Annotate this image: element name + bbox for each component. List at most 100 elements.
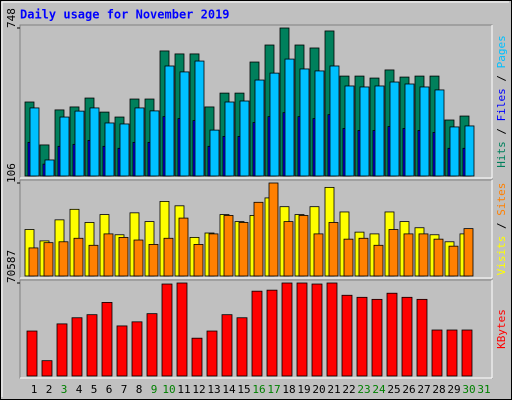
bar bbox=[131, 321, 143, 377]
x-tick-label: 22 bbox=[342, 383, 355, 396]
bar bbox=[236, 317, 248, 377]
bar bbox=[251, 290, 263, 377]
bar bbox=[358, 237, 369, 277]
bar bbox=[104, 122, 115, 177]
bar bbox=[178, 217, 189, 277]
bar bbox=[239, 100, 250, 177]
bar bbox=[206, 330, 218, 377]
bar bbox=[464, 125, 475, 177]
y-tick-label: 106 bbox=[5, 163, 18, 183]
bar bbox=[373, 244, 384, 277]
bar bbox=[401, 296, 413, 377]
bar bbox=[224, 101, 235, 177]
bar bbox=[29, 107, 40, 177]
y-tick-label: 70587 bbox=[5, 250, 18, 283]
bar bbox=[101, 302, 113, 377]
bar bbox=[208, 233, 219, 277]
bar bbox=[44, 159, 55, 177]
bar bbox=[388, 229, 399, 277]
bar bbox=[209, 129, 220, 177]
legend-separator: / bbox=[495, 68, 508, 88]
bar bbox=[223, 215, 234, 277]
bar bbox=[119, 123, 130, 177]
bar bbox=[253, 201, 264, 277]
bar bbox=[86, 314, 98, 377]
x-tick-label: 17 bbox=[267, 383, 280, 396]
bar bbox=[88, 244, 99, 277]
bar bbox=[343, 238, 354, 277]
bar bbox=[89, 107, 100, 177]
bar bbox=[26, 330, 38, 377]
bar bbox=[161, 283, 173, 377]
chart-title: Daily usage for November 2019 bbox=[20, 8, 230, 22]
legend: Visits / Sites bbox=[495, 183, 508, 276]
x-tick-label: 31 bbox=[477, 383, 490, 396]
x-tick-label: 21 bbox=[327, 383, 340, 396]
bar bbox=[221, 314, 233, 377]
bar bbox=[448, 245, 459, 277]
bar bbox=[268, 182, 279, 277]
x-tick-label: 12 bbox=[192, 383, 205, 396]
bar bbox=[58, 241, 69, 277]
legend-entry: KBytes bbox=[495, 309, 508, 349]
x-tick-label: 3 bbox=[61, 383, 68, 396]
x-tick-label: 5 bbox=[91, 383, 98, 396]
x-tick-label: 13 bbox=[207, 383, 220, 396]
bar bbox=[433, 238, 444, 277]
legend-entry: Sites bbox=[495, 183, 508, 216]
bar bbox=[314, 70, 325, 177]
x-tick-label: 11 bbox=[177, 383, 190, 396]
legend-entry: Visits bbox=[495, 236, 508, 276]
bar bbox=[296, 282, 308, 377]
x-tick-label: 14 bbox=[222, 383, 236, 396]
bar bbox=[59, 116, 70, 177]
x-tick-label: 15 bbox=[237, 383, 250, 396]
bar bbox=[164, 65, 175, 177]
bar bbox=[284, 58, 295, 177]
x-tick-label: 1 bbox=[31, 383, 38, 396]
x-tick-label: 16 bbox=[252, 383, 265, 396]
bar bbox=[148, 244, 159, 277]
bar bbox=[389, 81, 400, 177]
bar bbox=[434, 89, 445, 177]
bar bbox=[299, 68, 310, 177]
bar bbox=[311, 283, 323, 377]
bar bbox=[419, 86, 430, 177]
x-tick-label: 2 bbox=[46, 383, 53, 396]
bar bbox=[463, 228, 474, 277]
x-tick-label: 8 bbox=[136, 383, 143, 396]
bar bbox=[116, 325, 128, 377]
bar bbox=[298, 215, 309, 277]
bar bbox=[359, 86, 370, 177]
y-tick-label: 748 bbox=[5, 8, 18, 28]
x-tick-label: 19 bbox=[297, 383, 310, 396]
bar bbox=[418, 233, 429, 277]
bar bbox=[341, 294, 353, 377]
x-tick-label: 4 bbox=[76, 383, 83, 396]
bar bbox=[446, 329, 458, 377]
x-tick-label: 28 bbox=[432, 383, 445, 396]
bar bbox=[41, 360, 53, 377]
legend-entry: Files bbox=[495, 88, 508, 121]
bar bbox=[118, 236, 129, 277]
legend: Hits / Files / Pages bbox=[495, 35, 508, 168]
x-tick-label: 10 bbox=[162, 383, 175, 396]
bar bbox=[193, 244, 204, 277]
bar bbox=[386, 292, 398, 377]
bar bbox=[403, 233, 414, 277]
x-tick-label: 24 bbox=[372, 383, 386, 396]
x-tick-label: 18 bbox=[282, 383, 295, 396]
x-tick-label: 9 bbox=[151, 383, 158, 396]
bar bbox=[344, 85, 355, 177]
bar bbox=[449, 126, 460, 177]
bar bbox=[371, 298, 383, 377]
bar bbox=[149, 110, 160, 177]
bar bbox=[71, 317, 83, 377]
bar bbox=[74, 110, 85, 177]
x-tick-label: 30 bbox=[462, 383, 475, 396]
bar bbox=[43, 242, 54, 277]
legend-separator: / bbox=[495, 121, 508, 141]
bar bbox=[416, 298, 428, 377]
bar bbox=[313, 233, 324, 277]
